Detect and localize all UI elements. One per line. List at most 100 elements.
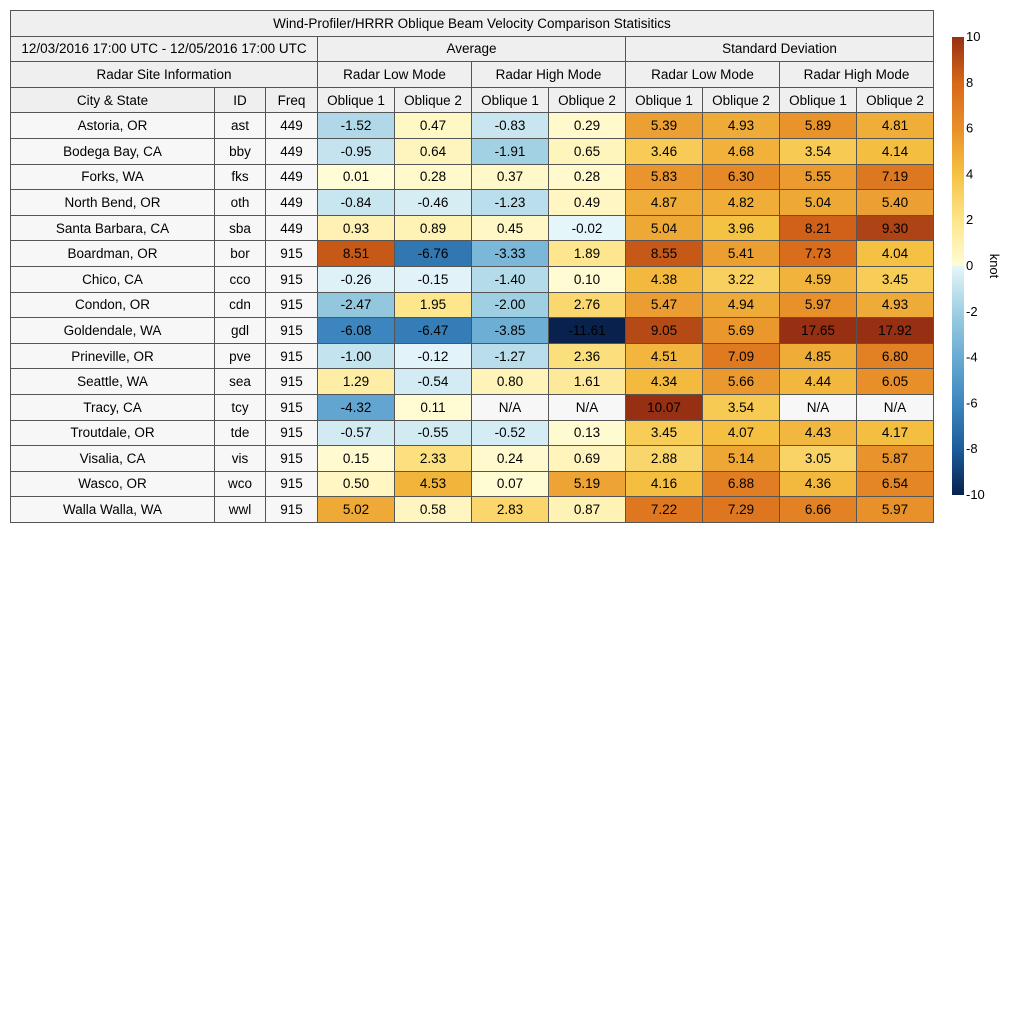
- id-cell: tde: [214, 419, 266, 447]
- value-cell-std-high-oblique-1: 5.89: [779, 112, 857, 139]
- site-cell: Troutdale, OR: [10, 419, 215, 447]
- value-cell-avg-high-oblique-1: N/A: [471, 393, 549, 421]
- value-cell-avg-low-oblique-2: -0.54: [394, 368, 472, 395]
- id-cell: wco: [214, 470, 266, 498]
- table-row: Boardman, OR bor 915 8.51 -6.76 -3.33 1.89 8.55…: [10, 240, 934, 267]
- value-cell-std-low-oblique-1: 9.05: [625, 317, 703, 344]
- value-cell-std-high-oblique-2: 5.87: [856, 445, 934, 472]
- freq-cell: 915: [265, 317, 318, 344]
- value-cell-std-high-oblique-1: 3.54: [779, 137, 857, 165]
- value-cell-avg-low-oblique-1: 1.29: [317, 368, 395, 395]
- value-cell-std-high-oblique-2: 6.05: [856, 368, 934, 395]
- value-cell-avg-high-oblique-1: 0.80: [471, 368, 549, 395]
- value-cell-std-low-oblique-1: 5.83: [625, 163, 703, 191]
- value-cell-std-low-oblique-1: 5.04: [625, 214, 703, 242]
- std-low-mode-header: Radar Low Mode: [625, 61, 780, 88]
- value-cell-avg-low-oblique-1: 0.93: [317, 214, 395, 242]
- site-cell: Wasco, OR: [10, 470, 215, 498]
- average-header: Average: [317, 35, 626, 63]
- table-row: North Bend, OR oth 449 -0.84 -0.46 -1.23 0.49 4…: [10, 189, 934, 216]
- value-cell-avg-high-oblique-2: 0.49: [548, 189, 626, 216]
- value-cell-std-high-oblique-1: 8.21: [779, 214, 857, 242]
- value-cell-std-low-oblique-2: 5.69: [702, 317, 780, 344]
- id-cell: wwl: [214, 496, 266, 523]
- id-cell: bor: [214, 240, 266, 267]
- value-cell-std-low-oblique-2: 7.29: [702, 496, 780, 523]
- stats-table: Wind-Profiler/HRRR Oblique Beam Velocity…: [10, 10, 934, 523]
- site-cell: Tracy, CA: [10, 393, 215, 421]
- freq-cell: 449: [265, 163, 318, 191]
- value-cell-avg-low-oblique-2: -0.15: [394, 265, 472, 293]
- period-header: 12/03/2016 17:00 UTC - 12/05/2016 17:00 …: [10, 35, 318, 63]
- site-info-header: Radar Site Information: [10, 61, 318, 88]
- freq-cell: 915: [265, 470, 318, 498]
- avg-low-mode-header: Radar Low Mode: [317, 61, 472, 88]
- value-cell-std-low-oblique-1: 4.16: [625, 470, 703, 498]
- colorbar-tick-label: 0: [966, 258, 973, 273]
- standard-deviation-header: Standard Deviation: [625, 35, 934, 63]
- value-cell-avg-high-oblique-1: -3.33: [471, 240, 549, 267]
- site-cell: Condon, OR: [10, 291, 215, 319]
- column-header-avg-high-oblique-2: Oblique 2: [548, 86, 626, 114]
- value-cell-avg-high-oblique-1: 0.37: [471, 163, 549, 191]
- value-cell-std-low-oblique-1: 4.87: [625, 189, 703, 216]
- freq-cell: 915: [265, 419, 318, 447]
- column-header-std-high-oblique-1: Oblique 1: [779, 86, 857, 114]
- value-cell-avg-high-oblique-2: 0.65: [548, 137, 626, 165]
- colorbar-ticks: 10 8 6 4 2 0 -2 -4 -6 -8 -10: [966, 30, 985, 502]
- value-cell-avg-low-oblique-2: -0.12: [394, 342, 472, 370]
- colorbar: 10 8 6 4 2 0 -2 -4 -6 -8 -10 knot: [952, 30, 1002, 502]
- value-cell-avg-low-oblique-1: 0.15: [317, 445, 395, 472]
- value-cell-avg-high-oblique-1: -1.27: [471, 342, 549, 370]
- value-cell-avg-high-oblique-2: 0.10: [548, 265, 626, 293]
- value-cell-std-low-oblique-2: 4.82: [702, 189, 780, 216]
- id-cell: cdn: [214, 291, 266, 319]
- value-cell-avg-high-oblique-2: N/A: [548, 393, 626, 421]
- value-cell-std-high-oblique-1: 17.65: [779, 317, 857, 344]
- value-cell-std-low-oblique-1: 7.22: [625, 496, 703, 523]
- value-cell-avg-low-oblique-1: -0.57: [317, 419, 395, 447]
- value-cell-avg-low-oblique-1: -1.52: [317, 112, 395, 139]
- column-header-freq: Freq: [265, 86, 318, 114]
- value-cell-avg-high-oblique-1: 0.07: [471, 470, 549, 498]
- value-cell-avg-low-oblique-1: 0.01: [317, 163, 395, 191]
- value-cell-std-high-oblique-1: 4.59: [779, 265, 857, 293]
- value-cell-std-high-oblique-1: 4.44: [779, 368, 857, 395]
- value-cell-avg-low-oblique-2: -0.46: [394, 189, 472, 216]
- value-cell-std-low-oblique-1: 4.38: [625, 265, 703, 293]
- value-cell-std-high-oblique-2: 5.40: [856, 189, 934, 216]
- id-cell: fks: [214, 163, 266, 191]
- table-row: Goldendale, WA gdl 915 -6.08 -6.47 -3.85 -11.6…: [10, 317, 934, 344]
- value-cell-std-high-oblique-1: 7.73: [779, 240, 857, 267]
- id-cell: gdl: [214, 317, 266, 344]
- value-cell-avg-low-oblique-1: -1.00: [317, 342, 395, 370]
- colorbar-tick-label: 4: [966, 166, 973, 181]
- value-cell-avg-low-oblique-2: 0.89: [394, 214, 472, 242]
- value-cell-avg-high-oblique-1: -1.91: [471, 137, 549, 165]
- value-cell-std-low-oblique-2: 6.88: [702, 470, 780, 498]
- value-cell-std-high-oblique-2: 4.93: [856, 291, 934, 319]
- value-cell-std-high-oblique-2: 4.04: [856, 240, 934, 267]
- column-header-std-low-oblique-2: Oblique 2: [702, 86, 780, 114]
- value-cell-std-high-oblique-2: 6.54: [856, 470, 934, 498]
- table-row: Forks, WA fks 449 0.01 0.28 0.37 0.28 5.83 6.30 5…: [10, 163, 934, 191]
- table-row: Santa Barbara, CA sba 449 0.93 0.89 0.45 -0.02…: [10, 214, 934, 242]
- value-cell-std-low-oblique-1: 3.46: [625, 137, 703, 165]
- site-cell: Chico, CA: [10, 265, 215, 293]
- value-cell-std-low-oblique-1: 8.55: [625, 240, 703, 267]
- value-cell-avg-low-oblique-1: 0.50: [317, 470, 395, 498]
- value-cell-std-low-oblique-1: 10.07: [625, 393, 703, 421]
- value-cell-std-high-oblique-1: 5.04: [779, 189, 857, 216]
- id-cell: vis: [214, 445, 266, 472]
- value-cell-avg-low-oblique-2: 0.28: [394, 163, 472, 191]
- value-cell-avg-high-oblique-2: 2.36: [548, 342, 626, 370]
- value-cell-std-high-oblique-1: 4.85: [779, 342, 857, 370]
- value-cell-std-high-oblique-1: 5.55: [779, 163, 857, 191]
- value-cell-std-high-oblique-1: 6.66: [779, 496, 857, 523]
- column-header-avg-high-oblique-1: Oblique 1: [471, 86, 549, 114]
- value-cell-std-low-oblique-1: 3.45: [625, 419, 703, 447]
- value-cell-std-low-oblique-2: 3.54: [702, 393, 780, 421]
- value-cell-avg-high-oblique-2: -0.02: [548, 214, 626, 242]
- table-body: Astoria, OR ast 449 -1.52 0.47 -0.83 0.29 5.39 4…: [10, 112, 934, 523]
- value-cell-avg-high-oblique-1: -2.00: [471, 291, 549, 319]
